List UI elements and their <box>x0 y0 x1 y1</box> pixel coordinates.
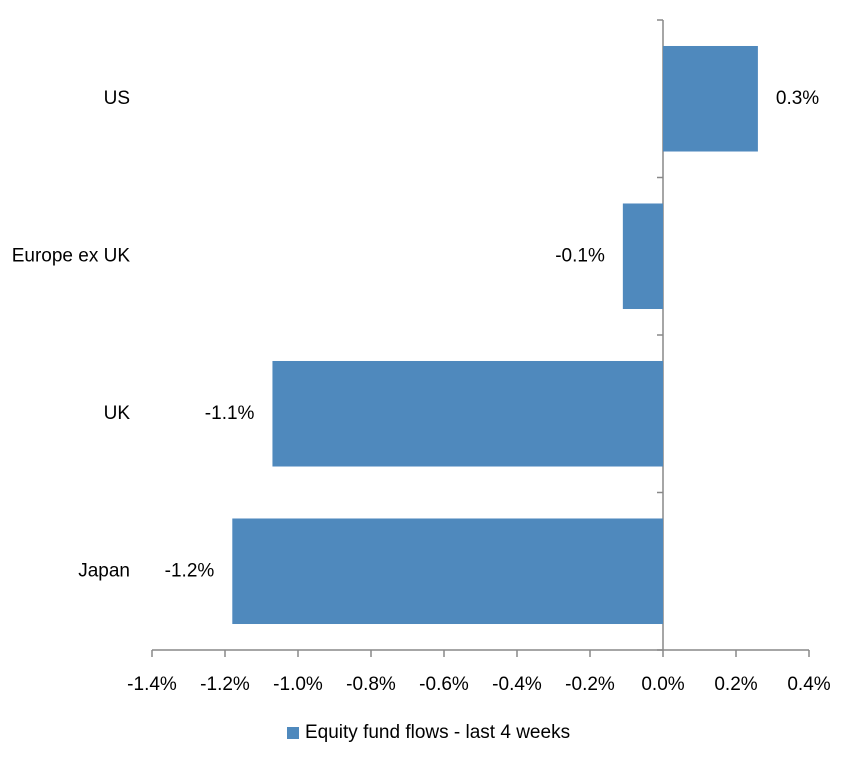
legend-label: Equity fund flows - last 4 weeks <box>305 722 570 743</box>
x-tick-label: -0.6% <box>419 674 469 695</box>
value-label: -0.1% <box>555 245 605 266</box>
bar <box>272 360 663 467</box>
category-label: US <box>104 88 130 109</box>
x-tick-label: -0.4% <box>492 674 542 695</box>
value-label: 0.3% <box>776 88 819 109</box>
x-tick-label: -1.2% <box>200 674 250 695</box>
legend-swatch <box>287 727 299 739</box>
bar <box>232 518 664 625</box>
value-label: -1.1% <box>205 403 255 424</box>
bar <box>622 203 663 310</box>
value-label: -1.2% <box>165 560 215 581</box>
x-tick-label: -1.0% <box>273 674 323 695</box>
x-tick-label: -0.2% <box>565 674 615 695</box>
x-tick-label: -1.4% <box>127 674 177 695</box>
category-label: Europe ex UK <box>12 245 131 266</box>
x-tick-label: 0.4% <box>787 674 830 695</box>
bar <box>663 45 758 152</box>
x-tick-label: 0.2% <box>714 674 757 695</box>
x-tick-label: 0.0% <box>641 674 684 695</box>
category-label: UK <box>104 403 131 424</box>
category-label: Japan <box>78 560 130 581</box>
x-tick-label: -0.8% <box>346 674 396 695</box>
